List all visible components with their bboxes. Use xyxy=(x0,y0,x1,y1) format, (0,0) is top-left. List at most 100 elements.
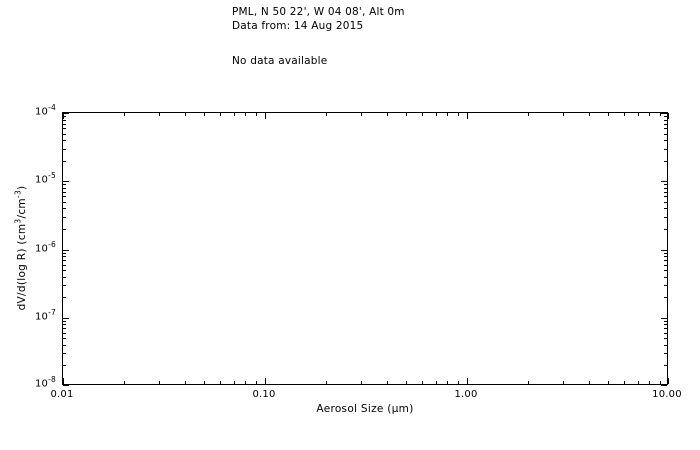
y-tick-minor xyxy=(63,208,66,209)
y-tick-exponent: -6 xyxy=(48,240,56,250)
y-tick-minor-right xyxy=(664,120,667,121)
x-tick-label: 1.00 xyxy=(454,389,478,400)
x-axis-title: Aerosol Size (μm) xyxy=(316,403,414,415)
y-tick-minor xyxy=(63,270,66,271)
x-tick-major xyxy=(467,378,468,384)
y-tick-label: 10-4 xyxy=(34,104,56,118)
x-tick-minor-top xyxy=(220,113,221,116)
x-tick-minor-top xyxy=(185,113,186,116)
y-tick-exponent: -4 xyxy=(48,103,56,113)
y-tick-minor-right xyxy=(664,161,667,162)
x-tick-minor-top xyxy=(256,113,257,116)
x-tick-major-top xyxy=(668,113,669,119)
x-tick-minor-top xyxy=(624,113,625,116)
x-tick-minor xyxy=(447,381,448,384)
y-tick-label: 10-7 xyxy=(35,309,56,323)
y-axis-title: dV/d(log R) (cm3/cm-3) xyxy=(13,185,29,311)
x-tick-minor xyxy=(234,381,235,384)
y-tick-minor xyxy=(63,229,66,230)
x-tick-minor-top xyxy=(436,113,437,116)
x-tick-minor xyxy=(124,381,125,384)
x-tick-minor xyxy=(326,381,327,384)
y-tick-minor xyxy=(63,338,66,339)
y-axis-title-exponent-1: 3 xyxy=(13,218,23,224)
x-tick-minor xyxy=(245,381,246,384)
x-tick-minor-top xyxy=(245,113,246,116)
figure-title-block: PML, N 50 22', W 04 08', Alt 0m Data fro… xyxy=(232,5,405,33)
y-tick-minor xyxy=(63,285,66,286)
x-tick-major xyxy=(668,378,669,384)
x-tick-minor xyxy=(458,381,459,384)
y-tick-mantissa: 10 xyxy=(34,106,49,118)
x-tick-minor-top xyxy=(326,113,327,116)
y-tick-minor xyxy=(63,202,66,203)
y-tick-minor-right xyxy=(664,229,667,230)
x-tick-minor xyxy=(159,381,160,384)
y-tick-minor xyxy=(63,128,66,129)
y-axis-title-mid: /cm xyxy=(16,198,28,219)
y-tick-minor-right xyxy=(664,116,667,117)
y-tick-minor xyxy=(63,184,66,185)
x-tick-minor xyxy=(422,381,423,384)
y-tick-minor xyxy=(63,333,66,334)
y-tick-minor-right xyxy=(664,188,667,189)
x-tick-minor xyxy=(660,381,661,384)
y-tick-minor-right xyxy=(664,134,667,135)
y-tick-label: 10-5 xyxy=(34,172,56,186)
y-tick-minor-right xyxy=(664,270,667,271)
x-tick-minor-top xyxy=(638,113,639,116)
y-tick-major-right xyxy=(661,385,667,386)
x-tick-minor-top xyxy=(159,113,160,116)
y-tick-minor xyxy=(63,134,66,135)
figure-title-location: PML, N 50 22', W 04 08', Alt 0m xyxy=(232,6,405,18)
x-tick-major-top xyxy=(467,113,468,119)
x-tick-minor xyxy=(204,381,205,384)
y-tick-minor xyxy=(63,124,66,125)
y-tick-major xyxy=(63,385,69,386)
y-tick-minor xyxy=(63,140,66,141)
x-tick-minor-top xyxy=(458,113,459,116)
y-tick-minor-right xyxy=(664,253,667,254)
y-tick-minor xyxy=(63,161,66,162)
y-tick-minor xyxy=(63,253,66,254)
y-tick-mantissa: 10 xyxy=(34,243,49,255)
x-tick-minor-top xyxy=(204,113,205,116)
y-tick-minor-right xyxy=(664,208,667,209)
x-tick-minor xyxy=(563,381,564,384)
x-tick-minor xyxy=(589,381,590,384)
y-tick-minor xyxy=(63,120,66,121)
x-tick-minor-top xyxy=(406,113,407,116)
x-tick-major-top xyxy=(265,113,266,119)
y-tick-minor-right xyxy=(664,345,667,346)
y-tick-label: 10-8 xyxy=(35,376,56,390)
x-tick-minor xyxy=(220,381,221,384)
y-tick-minor xyxy=(63,260,66,261)
y-tick-minor-right xyxy=(664,324,667,325)
figure-title-date: Data from: 14 Aug 2015 xyxy=(232,20,364,32)
y-tick-major-right xyxy=(661,113,667,114)
x-tick-label: 10.00 xyxy=(652,389,682,400)
y-tick-minor-right xyxy=(664,128,667,129)
y-tick-major xyxy=(63,181,69,182)
y-tick-minor xyxy=(63,353,66,354)
x-tick-label: 0.10 xyxy=(252,389,276,400)
x-tick-minor xyxy=(608,381,609,384)
x-tick-minor-top xyxy=(447,113,448,116)
y-axis-title-end: ) xyxy=(16,185,28,190)
y-tick-minor-right xyxy=(664,184,667,185)
y-tick-minor xyxy=(63,297,66,298)
x-tick-minor-top xyxy=(387,113,388,116)
y-tick-mantissa: 10 xyxy=(34,174,49,186)
y-tick-exponent: -7 xyxy=(48,308,56,318)
y-tick-minor-right xyxy=(664,285,667,286)
y-tick-minor-right xyxy=(664,260,667,261)
y-tick-label: 10-6 xyxy=(34,241,56,255)
x-tick-minor xyxy=(406,381,407,384)
y-tick-minor-right xyxy=(664,353,667,354)
x-tick-minor xyxy=(387,381,388,384)
y-tick-major-right xyxy=(661,318,667,319)
y-tick-minor-right xyxy=(664,149,667,150)
x-tick-major xyxy=(265,378,266,384)
x-tick-minor xyxy=(624,381,625,384)
